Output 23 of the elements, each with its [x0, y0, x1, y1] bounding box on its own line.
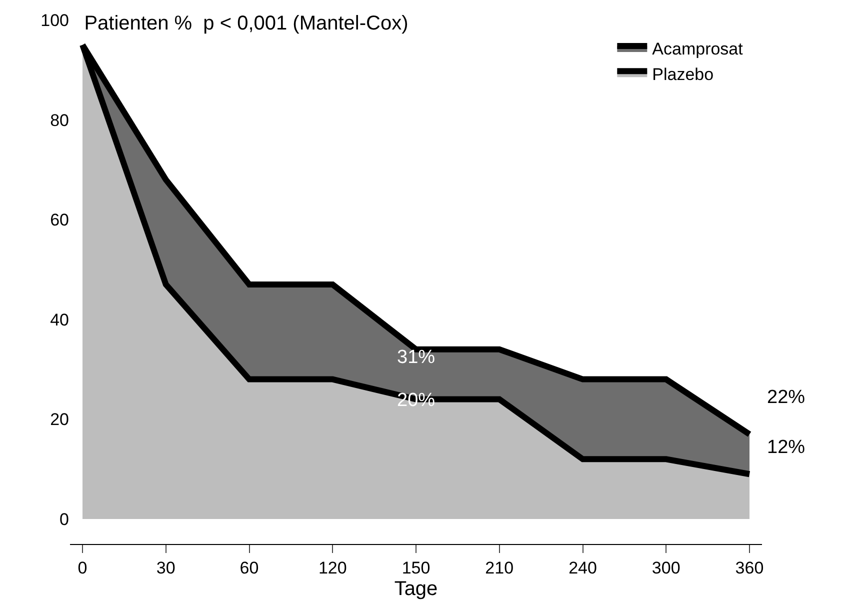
- y-tick-label: 20: [50, 410, 69, 430]
- y-tick-label: 0: [60, 510, 69, 529]
- x-axis-title: Tage: [394, 578, 438, 600]
- x-tick-label: 300: [652, 558, 680, 578]
- legend-label: Acamprosat: [652, 40, 744, 59]
- annotation: 20%: [397, 390, 436, 411]
- x-tick-label: 210: [485, 558, 514, 578]
- x-tick-label: 0: [78, 558, 88, 578]
- x-tick-label: 240: [568, 558, 597, 578]
- x-tick-label: 30: [156, 558, 176, 578]
- chart-title: Patienten % p < 0,001 (Mantel-Cox): [84, 12, 408, 34]
- text: 22%: [767, 387, 806, 408]
- x-tick-label: 150: [402, 558, 430, 578]
- x-tick-label: 120: [318, 558, 347, 578]
- x-tick-label: 60: [240, 558, 259, 578]
- text: 12%: [767, 437, 806, 458]
- legend-label: Plazebo: [652, 64, 714, 84]
- annotation: 31%: [397, 347, 436, 368]
- x-tick-label: 360: [735, 558, 764, 578]
- y-tick-label: 80: [50, 110, 69, 130]
- y-tick-label: 40: [50, 310, 69, 330]
- y-tick-label: 100: [40, 10, 69, 30]
- y-tick-label: 60: [50, 210, 69, 230]
